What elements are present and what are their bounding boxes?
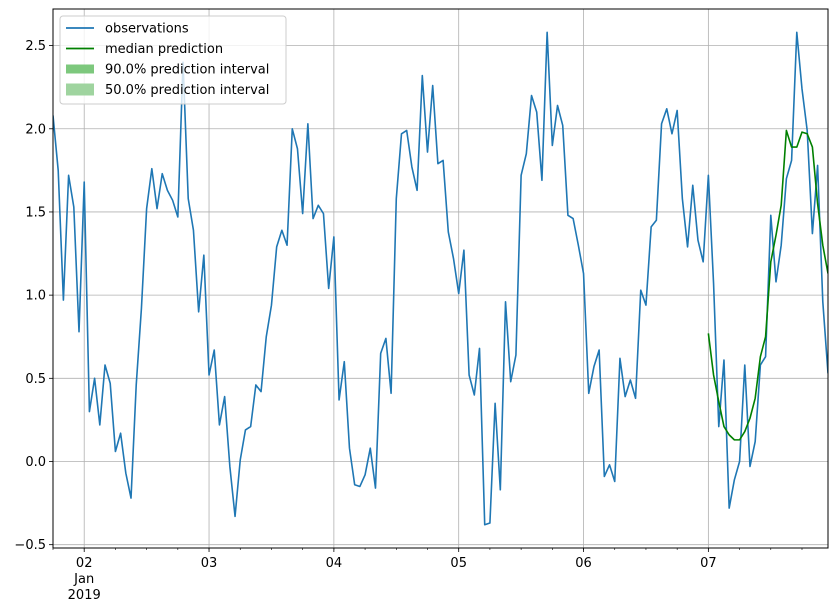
legend-label: median prediction [105, 42, 223, 57]
x-tick-label: 07 [700, 556, 717, 571]
plot-frame [52, 8, 829, 549]
y-tick-label: 0.0 [25, 455, 46, 470]
y-tick-label: 2.0 [25, 122, 46, 137]
legend-swatch-90-0-prediction-interval [66, 64, 94, 74]
legend-label: 90.0% prediction interval [105, 63, 269, 78]
x-tick-label: 05 [450, 556, 467, 571]
y-tick-label: 2.5 [25, 39, 46, 54]
legend-label: 50.0% prediction interval [105, 83, 269, 98]
x-tick-label: 02 [76, 556, 93, 571]
legend-box [59, 15, 287, 105]
legend: observations median prediction 90.0% predi… [59, 15, 287, 105]
y-tick-label: 0.5 [25, 372, 46, 387]
y-tick-label: 1.5 [25, 205, 46, 220]
x-tick-label: 04 [326, 556, 343, 571]
y-tick-label: 1.0 [25, 289, 46, 304]
median-prediction-line [707, 129, 828, 441]
legend-swatch-50-0-prediction-interval [66, 83, 94, 96]
legend-label: observations [105, 22, 189, 37]
x-tick-sublabel: Jan [73, 572, 94, 587]
y-tick-label: −0.5 [14, 538, 46, 553]
x-tick-label: 06 [575, 556, 592, 571]
x-tick-label: 03 [201, 556, 218, 571]
x-tick-sublabel: 2019 [68, 588, 101, 603]
